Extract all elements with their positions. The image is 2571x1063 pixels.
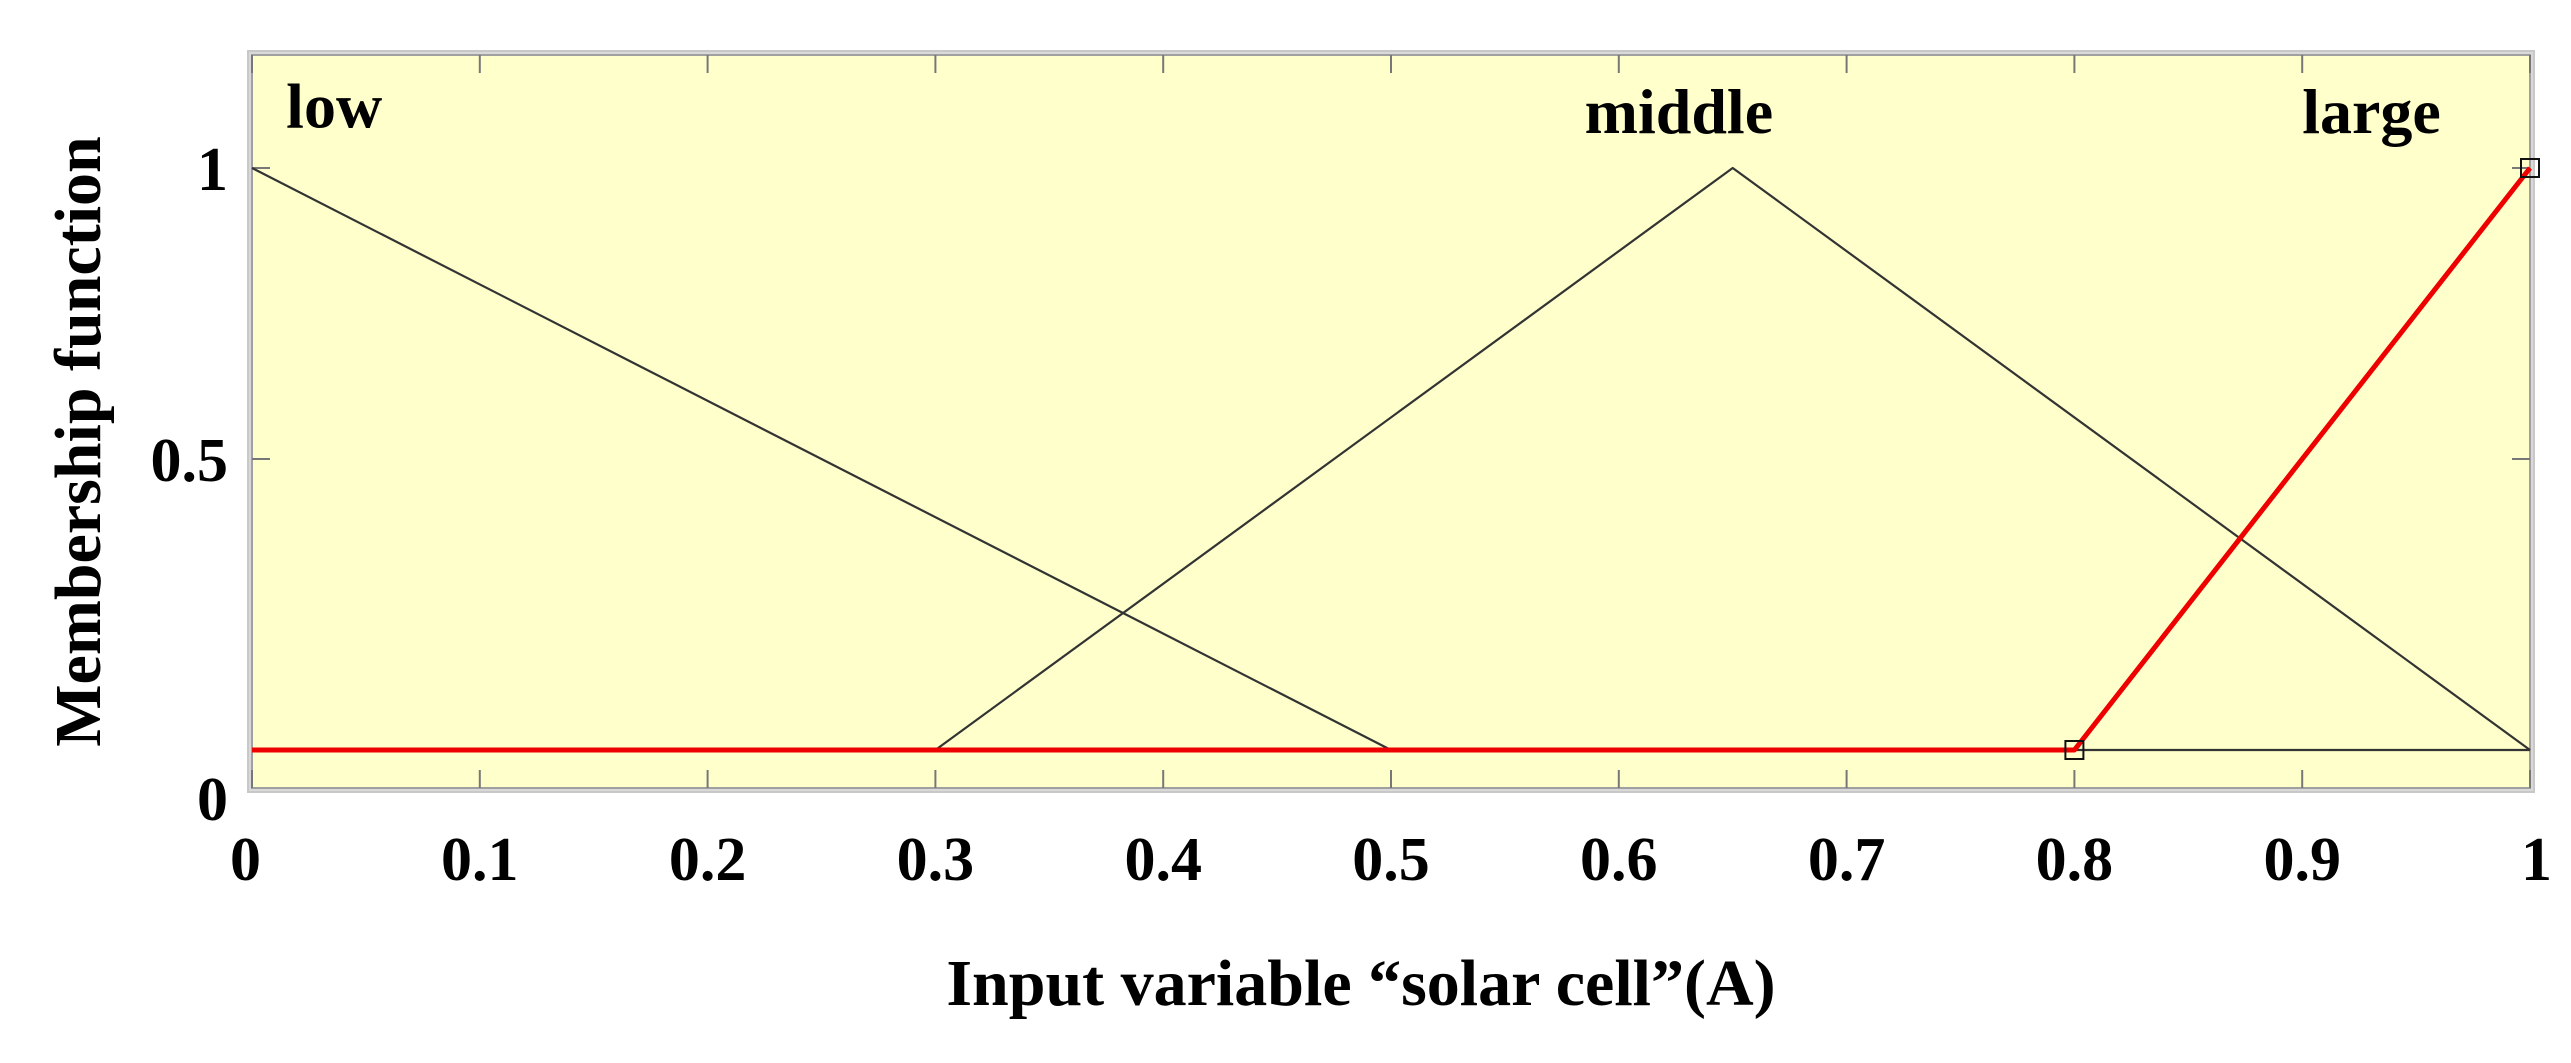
x-tick-label: 1 xyxy=(2521,826,2552,894)
y-tick-label: 0 xyxy=(197,766,228,834)
x-tick-label: 0.1 xyxy=(441,826,519,894)
series-label-middle: middle xyxy=(1585,76,1773,147)
x-axis-title: Input variable “solar cell”(A) xyxy=(946,947,1775,1020)
series-handle-large[interactable] xyxy=(2520,158,2540,178)
x-tick-label: 0 xyxy=(230,826,261,894)
x-tick-label: 0.6 xyxy=(1580,826,1658,894)
x-tick-label: 0.4 xyxy=(1124,826,1202,894)
x-tick-label: 0.7 xyxy=(1808,826,1886,894)
y-axis-title: Membership function xyxy=(42,136,115,747)
series-line-large xyxy=(252,166,2532,753)
x-tick-label: 0.8 xyxy=(2036,826,2114,894)
x-tick-label: 0.3 xyxy=(897,826,975,894)
x-tick-label: 0.5 xyxy=(1352,826,1430,894)
x-tick-label: 0.9 xyxy=(2263,826,2341,894)
handles-layer xyxy=(2064,158,2540,760)
series-label-large: large xyxy=(2302,76,2441,147)
labels-layer: 0 0.1 0.2 0.3 0.4 0.5 0.6 0.7 0.8 0.9 1 0 0.5 1 low mid… xyxy=(151,70,2553,894)
y-tick-label: 0.5 xyxy=(151,427,229,495)
plot-background xyxy=(251,54,2531,789)
series-layer xyxy=(251,166,2532,753)
tick-marks xyxy=(251,55,2531,788)
series-label-low: low xyxy=(286,70,382,141)
series-handle-large[interactable] xyxy=(2064,740,2085,760)
x-tick-label: 0.2 xyxy=(669,826,747,894)
y-tick-label: 1 xyxy=(197,136,228,204)
